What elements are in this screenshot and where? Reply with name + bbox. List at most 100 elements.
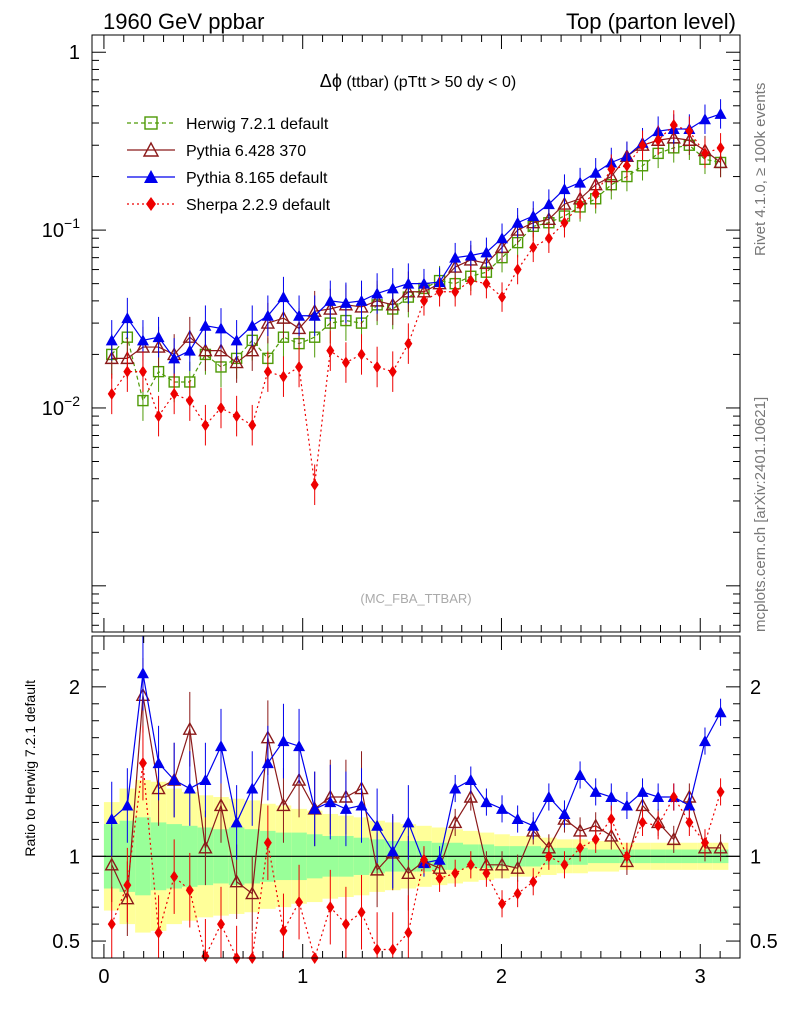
data-point: [482, 277, 491, 290]
data-point: [261, 757, 274, 769]
mcplots-label: mcplots.cern.ch [arXiv:2401.10621]: [752, 397, 769, 632]
data-point: [246, 319, 259, 331]
data-point: [558, 807, 571, 819]
data-point: [355, 294, 368, 306]
data-point: [404, 926, 413, 939]
data-point: [326, 344, 335, 357]
data-point: [542, 198, 555, 210]
data-point: [357, 906, 366, 919]
ratio-series-line: [111, 673, 722, 864]
data-point: [511, 813, 524, 825]
data-point: [183, 782, 196, 794]
data-point: [417, 277, 430, 289]
y-tick-label: 10−1: [42, 215, 80, 242]
data-point: [466, 858, 475, 871]
data-point: [510, 860, 525, 874]
data-point: [371, 287, 384, 299]
data-point: [215, 740, 228, 752]
data-point: [447, 814, 463, 829]
data-point: [386, 282, 399, 294]
data-point: [276, 798, 291, 812]
data-point: [714, 706, 727, 718]
data-point: [185, 394, 194, 407]
ratio-ylabel: Ratio to Herwig 7.2.1 default: [22, 680, 38, 857]
legend-label: Sherpa 2.2.9 default: [186, 197, 331, 214]
data-point: [620, 799, 633, 811]
data-point: [123, 365, 132, 378]
data-point: [529, 241, 538, 254]
ratio-y-tick-label: 0.5: [52, 931, 80, 953]
data-point: [326, 901, 335, 914]
data-point: [652, 791, 665, 802]
data-point: [574, 768, 587, 780]
data-point: [277, 291, 290, 303]
data-point: [685, 125, 694, 138]
data-point: [308, 802, 321, 814]
data-point: [591, 833, 600, 846]
data-point: [604, 828, 619, 842]
data-point: [402, 816, 415, 828]
data-point: [229, 355, 244, 369]
data-point: [386, 845, 399, 857]
data-point: [591, 187, 600, 200]
data-point: [199, 319, 212, 331]
legend-label: Herwig 7.2.1 default: [186, 116, 329, 133]
data-point: [277, 735, 290, 747]
data-point: [698, 735, 711, 747]
data-point: [229, 874, 244, 888]
data-point: [669, 118, 678, 131]
data-point: [449, 251, 462, 263]
data-point: [388, 365, 397, 378]
data-point: [558, 183, 571, 195]
chart-title: Δϕ (ttbar) (pTtt > 50 dy < 0): [320, 71, 516, 91]
data-point: [213, 343, 229, 357]
data-point: [385, 297, 400, 311]
data-point: [638, 139, 647, 152]
data-point: [105, 813, 118, 825]
data-point: [402, 277, 415, 289]
data-point: [355, 799, 368, 811]
data-point: [263, 365, 272, 378]
data-point: [293, 309, 306, 321]
legend: Herwig 7.2.1 default Pythia 6.428 370 Pyth…: [127, 116, 331, 214]
legend-entry: Herwig 7.2.1 default: [127, 116, 329, 133]
data-point: [419, 294, 428, 307]
y-tick-label-base: 10: [42, 398, 64, 420]
main-panel: 110−110−2 Δϕ (ttbar) (pTtt > 50 dy < 0) …: [42, 34, 741, 633]
data-point: [716, 141, 725, 154]
data-point: [341, 356, 350, 369]
legend-entry: Pythia 8.165 default: [127, 170, 328, 187]
y-tick-label-exponent: −1: [64, 215, 80, 231]
data-point: [146, 197, 156, 211]
data-point: [121, 312, 134, 324]
data-point: [293, 740, 306, 752]
data-point: [560, 858, 569, 871]
data-point: [654, 819, 663, 832]
data-point: [482, 867, 491, 880]
data-point: [279, 924, 288, 937]
y-tick-label-exponent: −2: [64, 393, 80, 409]
data-point: [121, 799, 134, 811]
data-point: [246, 782, 259, 794]
data-point: [451, 867, 460, 880]
data-point: [154, 410, 163, 423]
ratio-y-tick-label-right: 1: [750, 846, 761, 868]
data-point: [466, 274, 475, 287]
data-point: [183, 344, 196, 356]
data-point: [698, 113, 711, 125]
data-point: [138, 365, 147, 378]
x-tick-label: 2: [496, 966, 507, 988]
data-point: [373, 943, 382, 956]
data-point: [713, 840, 728, 854]
data-point: [295, 360, 304, 373]
series-line: [111, 124, 721, 485]
ratio-y-tick-label-right: 0.5: [750, 931, 778, 953]
data-point: [636, 785, 649, 797]
ratio-y-tick-label: 2: [69, 677, 80, 699]
data-point: [560, 216, 569, 229]
data-point: [152, 331, 165, 343]
ratio-series-2: [105, 636, 727, 889]
data-point: [324, 796, 337, 808]
data-point: [480, 246, 493, 258]
